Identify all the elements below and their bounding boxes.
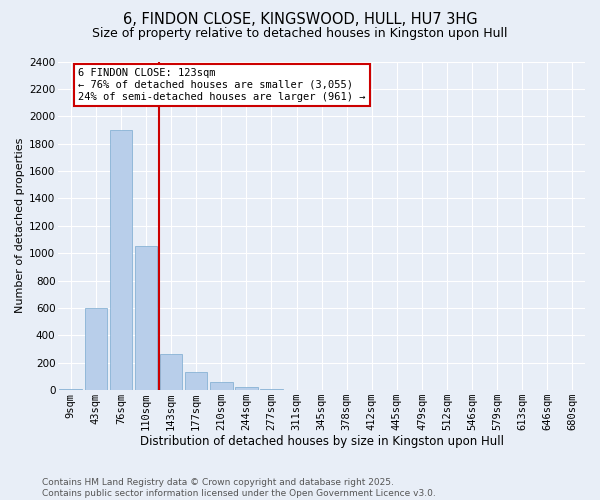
Bar (210, 382, 233, 390)
Text: Contains HM Land Registry data © Crown copyright and database right 2025.
Contai: Contains HM Land Registry data © Crown c… (42, 478, 436, 498)
Bar (85, 308, 107, 390)
Y-axis label: Number of detached properties: Number of detached properties (15, 138, 25, 314)
X-axis label: Distribution of detached houses by size in Kingston upon Hull: Distribution of detached houses by size … (140, 434, 503, 448)
Bar (235, 388, 257, 390)
Text: 6, FINDON CLOSE, KINGSWOOD, HULL, HU7 3HG: 6, FINDON CLOSE, KINGSWOOD, HULL, HU7 3H… (122, 12, 478, 28)
Bar (185, 372, 208, 390)
Text: Size of property relative to detached houses in Kingston upon Hull: Size of property relative to detached ho… (92, 28, 508, 40)
Text: 6 FINDON CLOSE: 123sqm
← 76% of detached houses are smaller (3,055)
24% of semi-: 6 FINDON CLOSE: 123sqm ← 76% of detached… (78, 68, 366, 102)
Bar (135, 246, 157, 390)
Bar (160, 354, 182, 390)
Bar (110, 130, 132, 390)
